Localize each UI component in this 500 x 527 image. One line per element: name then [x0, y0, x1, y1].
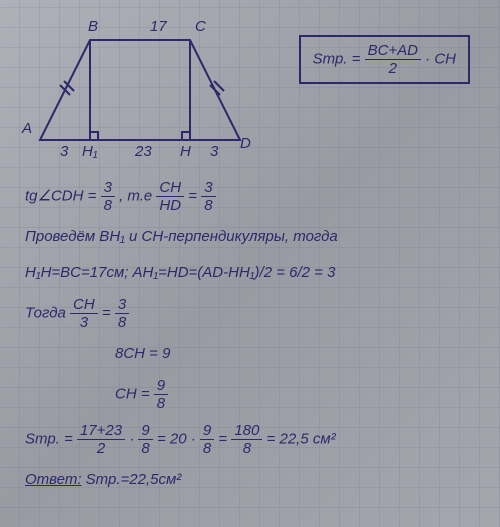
line-area-calc: Sтр. = 17+232 · 98 = 20 · 98 = 1808 = 22…	[25, 423, 475, 456]
answer-label: Ответ:	[25, 471, 82, 488]
paper-background: B 17 C A 3 H₁ 23 H 3 D Sтр. = BC+AD 2 · …	[0, 0, 500, 527]
line-8ch: 8CH = 9	[25, 342, 475, 366]
vertex-d: D	[240, 135, 251, 152]
line-perpendiculars: Проведём BH₁ и CH-перпендикуляры, тогда	[25, 225, 475, 249]
point-h1: H₁	[82, 143, 98, 160]
answer-value: Sтр.=22,5см²	[86, 471, 182, 488]
measure-bc: 17	[150, 18, 167, 35]
vertex-b: B	[88, 18, 98, 35]
formula-fraction: BC+AD 2	[365, 43, 421, 76]
line-then: Тогда CH3 = 38	[25, 297, 475, 330]
measure-ah1: 3	[60, 143, 68, 160]
line-tangent: tg∠CDH = 38 , т.е CHHD = 38	[25, 180, 475, 213]
vertex-c: C	[195, 18, 206, 35]
line-segments: H₁H=BC=17см; AH₁=HD=(AD-HH₁)/2 = 6/2 = 3	[25, 261, 475, 285]
formula-rhs: · CH	[425, 50, 456, 67]
solution-body: tg∠CDH = 38 , т.е CHHD = 38 Проведём BH₁…	[25, 180, 475, 504]
line-answer: Ответ: Sтр.=22,5см²	[25, 468, 475, 492]
point-h: H	[180, 143, 191, 160]
measure-h1h: 23	[135, 143, 152, 160]
line-ch-value: CH = 98	[25, 378, 475, 411]
area-formula-box: Sтр. = BC+AD 2 · CH	[299, 35, 470, 84]
vertex-a: A	[22, 120, 32, 137]
measure-hd: 3	[210, 143, 218, 160]
formula-lhs: Sтр.	[313, 50, 348, 67]
